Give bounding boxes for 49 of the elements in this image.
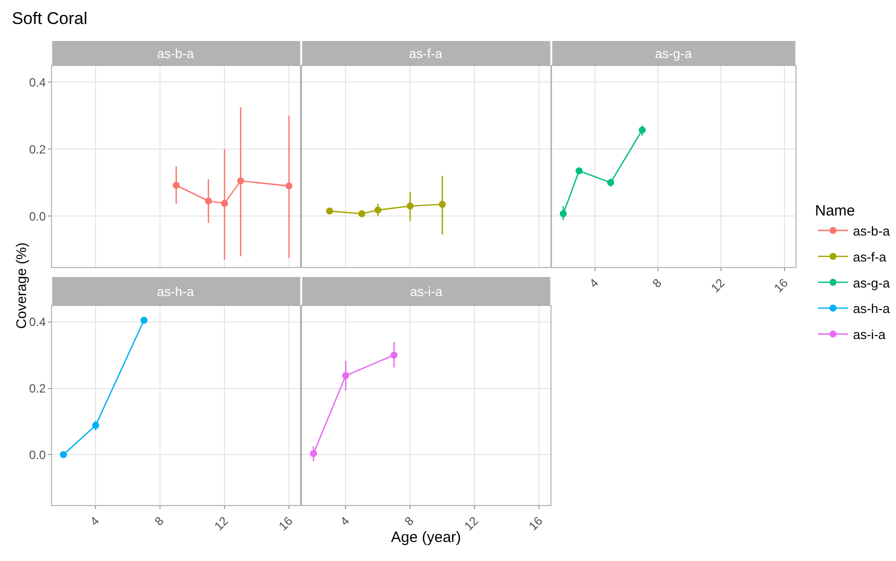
legend-label: as-i-a xyxy=(853,327,886,342)
point xyxy=(607,179,614,186)
legend-label: as-b-a xyxy=(853,224,891,239)
point xyxy=(638,126,646,134)
x-tick-label: 4 xyxy=(337,514,352,528)
legend-label: as-g-a xyxy=(853,275,891,290)
chart-subtitle: as-f-a xyxy=(409,46,443,61)
y-tick-label: 0.0 xyxy=(29,448,46,462)
y-tick-label: 0.4 xyxy=(29,315,46,330)
legend-title: Name xyxy=(815,202,856,220)
point xyxy=(285,182,292,190)
point xyxy=(172,182,180,189)
point xyxy=(140,316,148,324)
chart-title: Soft Coral xyxy=(12,8,88,28)
point xyxy=(221,200,228,207)
chart-subtitle: as-g-a xyxy=(655,46,693,61)
chart-subtitle: as-h-a xyxy=(157,284,195,299)
x-tick-label: 12 xyxy=(708,276,728,296)
x-tick-label: 12 xyxy=(212,514,232,534)
x-tick-label: 16 xyxy=(526,514,546,534)
point xyxy=(326,208,334,215)
point xyxy=(438,200,446,208)
legend-label: as-h-a xyxy=(853,301,891,316)
x-tick-label: 8 xyxy=(402,514,417,528)
y-tick-label: 0.2 xyxy=(29,142,46,156)
x-tick-label: 8 xyxy=(152,514,167,528)
point xyxy=(60,451,67,458)
x-tick-label: 4 xyxy=(87,514,102,528)
x-axis-title: Age (year) xyxy=(391,529,462,546)
x-tick-label: 16 xyxy=(276,514,296,534)
point xyxy=(406,202,414,210)
y-tick-label: 0.4 xyxy=(29,75,46,90)
point xyxy=(560,210,567,218)
y-tick-label: 0.0 xyxy=(29,209,46,224)
legend-label: as-f-a xyxy=(853,249,887,264)
x-tick-label: 16 xyxy=(771,276,791,296)
chart-subtitle: as-b-a xyxy=(157,46,195,61)
point xyxy=(358,210,366,218)
x-tick-label: 4 xyxy=(586,276,602,290)
x-tick-label: 12 xyxy=(462,514,482,534)
point xyxy=(576,167,583,174)
chart-subtitle: as-i-a xyxy=(410,284,444,299)
y-axis-title: Coverage (%) xyxy=(12,242,29,329)
y-tick-label: 0.2 xyxy=(29,381,46,396)
point xyxy=(92,422,100,429)
point xyxy=(204,198,212,205)
point xyxy=(237,177,244,184)
x-tick-label: 8 xyxy=(650,276,665,290)
point xyxy=(374,206,382,214)
